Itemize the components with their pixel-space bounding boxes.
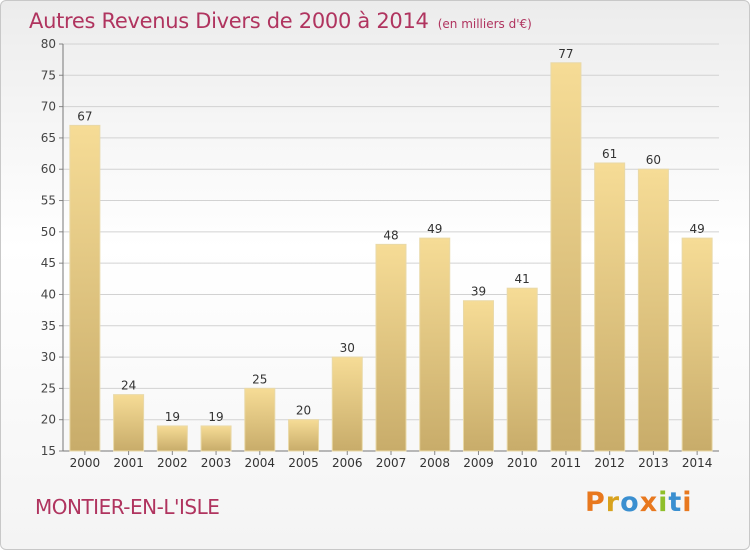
x-tick-label: 2012 bbox=[594, 456, 625, 470]
commune-name: MONTIER-EN-L'ISLE bbox=[35, 495, 220, 519]
x-tick-label: 2005 bbox=[288, 456, 319, 470]
x-tick-label: 2011 bbox=[551, 456, 582, 470]
x-tick-label: 2014 bbox=[682, 456, 713, 470]
bar-2001 bbox=[113, 394, 145, 452]
x-tick-label: 2007 bbox=[376, 456, 407, 470]
data-labels: 67 24 19 19 25 20 30 48 49 39 41 77 61 60 49 bbox=[77, 47, 705, 424]
data-label: 19 bbox=[165, 410, 180, 424]
bar-2010 bbox=[506, 287, 538, 452]
data-label: 41 bbox=[515, 272, 530, 286]
x-tick-label: 2009 bbox=[463, 456, 494, 470]
data-label: 61 bbox=[602, 147, 617, 161]
data-label: 67 bbox=[77, 109, 92, 123]
bar-2008 bbox=[419, 237, 451, 452]
x-tick-label: 2002 bbox=[157, 456, 188, 470]
y-tick-label: 30 bbox=[41, 350, 56, 364]
bars bbox=[69, 62, 713, 452]
bar-2011 bbox=[550, 62, 582, 452]
logo-letter: r bbox=[605, 487, 621, 518]
logo-letter: x bbox=[639, 487, 659, 518]
x-tick-labels: 2000 2001 2002 2003 2004 2005 2006 2007 2008 2009… bbox=[70, 451, 713, 470]
chart-title: Autres Revenus Divers de 2000 à 2014 bbox=[29, 9, 429, 33]
logo-letter: P bbox=[585, 487, 606, 518]
bar-2006 bbox=[331, 356, 363, 452]
y-tick-label: 45 bbox=[41, 256, 56, 270]
data-label: 48 bbox=[383, 228, 398, 242]
y-tick-label: 75 bbox=[41, 68, 56, 82]
y-tick-label: 15 bbox=[41, 444, 56, 458]
data-label: 24 bbox=[121, 379, 136, 393]
proxiti-logo[interactable]: Proxiti bbox=[585, 487, 693, 518]
y-tick-label: 65 bbox=[41, 131, 56, 145]
x-tick-label: 2004 bbox=[245, 456, 276, 470]
y-tick-label: 25 bbox=[41, 381, 56, 395]
bar-2009 bbox=[462, 300, 494, 452]
x-tick-label: 2013 bbox=[638, 456, 669, 470]
data-label: 39 bbox=[471, 285, 486, 299]
logo-letter: t bbox=[668, 487, 683, 518]
data-label: 20 bbox=[296, 404, 311, 418]
x-tick-label: 2010 bbox=[507, 456, 538, 470]
title-block: Autres Revenus Divers de 2000 à 2014 (en… bbox=[29, 9, 532, 33]
data-label: 19 bbox=[208, 410, 223, 424]
y-tick-label: 55 bbox=[41, 194, 56, 208]
data-label: 30 bbox=[340, 341, 355, 355]
data-label: 77 bbox=[558, 47, 573, 61]
logo-letter: i bbox=[658, 487, 669, 518]
bar-2000 bbox=[69, 124, 101, 452]
y-tick-labels: 15 20 25 30 35 40 45 50 55 60 65 70 75 80 bbox=[41, 37, 56, 458]
y-tick-label: 20 bbox=[41, 413, 56, 427]
bar-2003 bbox=[200, 425, 232, 452]
x-tick-label: 2006 bbox=[332, 456, 363, 470]
logo-letter: o bbox=[620, 487, 640, 518]
bar-2012 bbox=[594, 162, 626, 452]
y-tick-label: 60 bbox=[41, 162, 56, 176]
data-label: 60 bbox=[646, 153, 661, 167]
x-tick-label: 2003 bbox=[201, 456, 232, 470]
y-tick-label: 70 bbox=[41, 100, 56, 114]
y-tick-label: 80 bbox=[41, 37, 56, 51]
bar-2004 bbox=[244, 387, 276, 452]
logo-letter: i bbox=[682, 487, 693, 518]
chart-subtitle: (en milliers d'€) bbox=[437, 17, 532, 31]
x-tick-label: 2001 bbox=[113, 456, 144, 470]
bar-2013 bbox=[637, 168, 669, 452]
y-tick-label: 40 bbox=[41, 287, 56, 301]
x-tick-label: 2008 bbox=[419, 456, 450, 470]
data-label: 49 bbox=[427, 222, 442, 236]
y-tick-label: 50 bbox=[41, 225, 56, 239]
bar-2005 bbox=[288, 419, 320, 452]
data-label: 25 bbox=[252, 372, 267, 386]
data-label: 49 bbox=[689, 222, 704, 236]
bar-2014 bbox=[681, 237, 713, 452]
bar-2007 bbox=[375, 243, 407, 452]
bar-2002 bbox=[156, 425, 188, 452]
y-tick-label: 35 bbox=[41, 319, 56, 333]
x-tick-label: 2000 bbox=[70, 456, 101, 470]
